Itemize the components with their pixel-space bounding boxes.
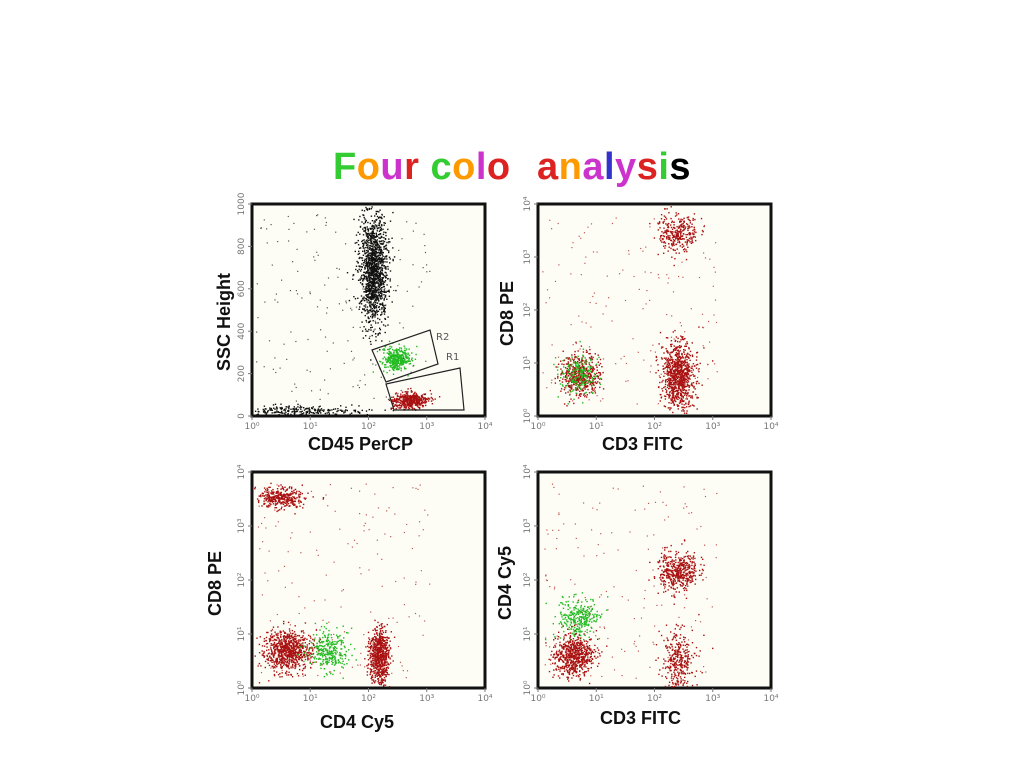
y-tick-label: 10¹ <box>523 626 533 641</box>
title-letter: F <box>332 146 357 188</box>
data-points <box>254 206 441 416</box>
title-letter: i <box>658 146 670 188</box>
plot-frame <box>536 470 773 690</box>
x-axis-label: CD4 Cy5 <box>320 712 395 732</box>
y-tick-label: 400 <box>237 322 247 339</box>
title-letter: c <box>430 146 453 188</box>
plot-frame <box>250 470 487 690</box>
x-tick-label: 10⁴ <box>477 422 492 432</box>
y-tick-label: 0 <box>237 413 247 419</box>
y-tick-label: 10¹ <box>237 626 247 641</box>
y-axis-label: SSC Height <box>214 272 234 371</box>
title-letter: o <box>356 146 381 188</box>
x-tick-label: 10² <box>361 694 376 704</box>
x-tick-label: 10⁰ <box>244 422 259 432</box>
y-tick-label: 600 <box>237 280 247 297</box>
y-tick-label: 10³ <box>523 518 533 533</box>
y-tick-label: 10² <box>523 302 533 317</box>
title-letter: r <box>404 146 420 188</box>
x-tick-label: 10³ <box>419 694 434 704</box>
x-axis-label: CD45 PerCP <box>308 434 414 454</box>
y-tick-label: 800 <box>237 238 247 255</box>
data-points <box>544 483 718 688</box>
title-letter: s <box>669 146 692 188</box>
y-tick-label: 10⁰ <box>523 680 533 695</box>
y-axis-label: CD8 PE <box>497 280 517 346</box>
y-axis-label: CD8 PE <box>205 550 225 616</box>
y-tick-label: 1000 <box>237 192 247 215</box>
x-axis-label: CD3 FITC <box>600 708 681 728</box>
title-letter: n <box>558 146 583 188</box>
gate-label-r2: R2 <box>436 332 449 343</box>
title-letter: o <box>486 146 511 188</box>
y-tick-label: 10⁴ <box>523 196 533 211</box>
x-tick-label: 10¹ <box>303 694 318 704</box>
y-axis-label: CD4 Cy5 <box>495 545 515 620</box>
x-tick-label: 10¹ <box>589 694 604 704</box>
plot-frame <box>250 202 487 418</box>
gate-label-r1: R1 <box>446 352 459 363</box>
plot-frame <box>536 202 773 418</box>
title-space <box>526 146 537 189</box>
x-tick-label: 10⁰ <box>244 694 259 704</box>
title-letter: s <box>636 146 659 188</box>
title-letter: a <box>582 146 604 188</box>
y-tick-label: 200 <box>237 365 247 382</box>
data-points <box>254 482 431 688</box>
x-tick-label: 10³ <box>705 694 720 704</box>
x-axis-label: CD3 FITC <box>602 434 683 454</box>
x-tick-label: 10⁴ <box>477 694 492 704</box>
title-letter: o <box>452 146 476 188</box>
y-tick-label: 10⁴ <box>523 464 533 479</box>
slide-title: Four color analysis <box>0 146 1024 189</box>
title-letter: u <box>380 146 405 188</box>
y-tick-label: 10⁰ <box>523 408 533 423</box>
data-points <box>542 206 718 414</box>
x-tick-label: 10⁰ <box>530 422 545 432</box>
title-letter: l <box>475 146 487 188</box>
title-letter: l <box>603 146 616 188</box>
x-tick-label: 10² <box>647 694 662 704</box>
y-tick-label: 10³ <box>523 249 533 264</box>
x-tick-label: 10¹ <box>303 422 318 432</box>
y-tick-label: 10¹ <box>523 355 533 370</box>
title-letter: r <box>510 146 526 188</box>
x-tick-label: 10² <box>361 422 376 432</box>
x-tick-label: 10³ <box>705 422 720 432</box>
y-tick-label: 10³ <box>237 518 247 533</box>
x-tick-label: 10³ <box>419 422 434 432</box>
y-tick-label: 10² <box>237 572 247 587</box>
gate-r2 <box>371 329 439 383</box>
gate-r1 <box>385 367 465 411</box>
x-tick-label: 10¹ <box>589 422 604 432</box>
title-letter: a <box>536 146 559 188</box>
x-tick-label: 10⁰ <box>530 694 545 704</box>
x-tick-label: 10⁴ <box>763 422 778 432</box>
y-tick-label: 10⁰ <box>237 680 247 695</box>
x-tick-label: 10⁴ <box>763 694 778 704</box>
x-tick-label: 10² <box>647 422 662 432</box>
title-space <box>419 146 430 189</box>
title-letter: y <box>615 146 637 188</box>
y-tick-label: 10² <box>523 572 533 587</box>
y-tick-label: 10⁴ <box>237 464 247 479</box>
